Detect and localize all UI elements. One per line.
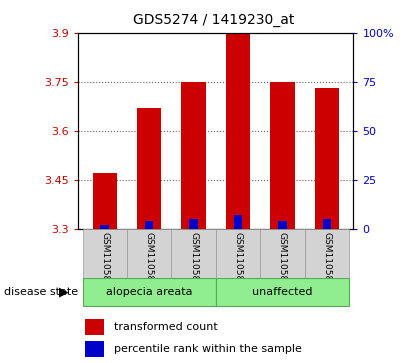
FancyBboxPatch shape [171, 229, 216, 278]
Bar [323, 219, 331, 229]
Bar [137, 108, 162, 229]
FancyBboxPatch shape [305, 229, 349, 278]
FancyBboxPatch shape [216, 278, 349, 306]
Text: disease state: disease state [4, 287, 78, 297]
Bar [234, 215, 242, 229]
Bar [92, 173, 117, 229]
Text: alopecia areata: alopecia areata [106, 287, 192, 297]
Bar [314, 88, 339, 229]
Bar [189, 219, 198, 229]
Bar [270, 82, 295, 229]
Text: transformed count: transformed count [114, 322, 218, 332]
Bar [181, 82, 206, 229]
Text: GSM1105879: GSM1105879 [100, 232, 109, 292]
FancyBboxPatch shape [216, 229, 260, 278]
Bar [226, 33, 250, 229]
Text: GSM1105882: GSM1105882 [233, 232, 242, 292]
Text: percentile rank within the sample: percentile rank within the sample [114, 344, 302, 354]
Text: GDS5274 / 1419230_at: GDS5274 / 1419230_at [133, 13, 294, 27]
FancyBboxPatch shape [260, 229, 305, 278]
Bar [100, 225, 109, 229]
FancyBboxPatch shape [127, 229, 171, 278]
Text: GSM1105881: GSM1105881 [189, 232, 198, 292]
Text: GSM1105880: GSM1105880 [145, 232, 154, 292]
FancyBboxPatch shape [83, 278, 216, 306]
Bar [85, 342, 104, 357]
Text: unaffected: unaffected [252, 287, 313, 297]
Text: GSM1105884: GSM1105884 [322, 232, 331, 292]
Bar [145, 221, 153, 229]
Bar [85, 319, 104, 335]
Text: ▶: ▶ [59, 286, 69, 299]
FancyBboxPatch shape [83, 229, 127, 278]
Text: GSM1105883: GSM1105883 [278, 232, 287, 292]
Bar [278, 221, 286, 229]
